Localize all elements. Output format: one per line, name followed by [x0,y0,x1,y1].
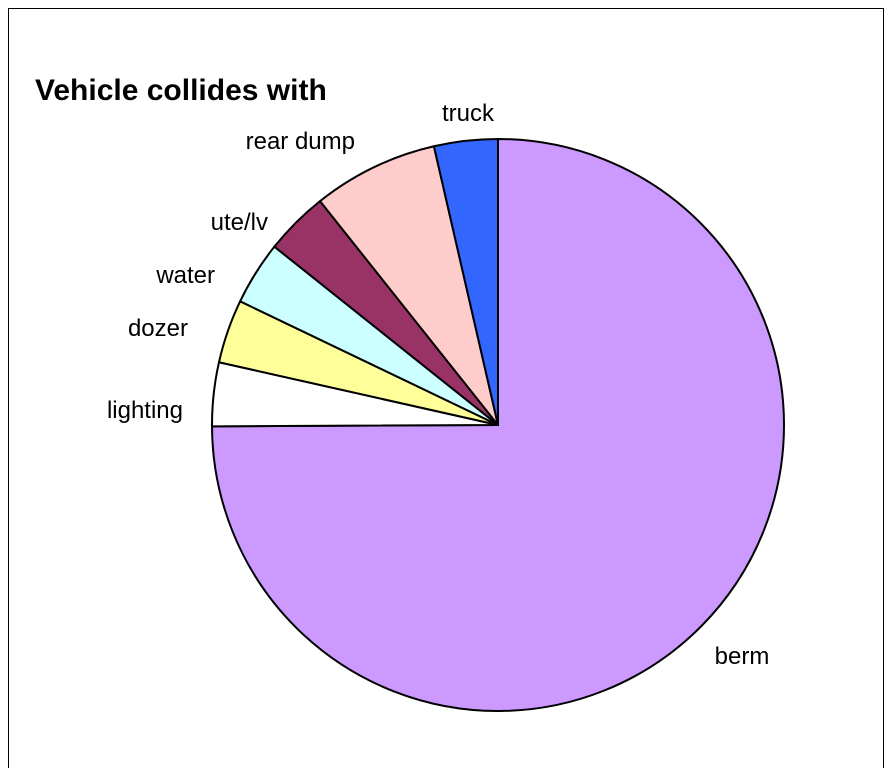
slice-label-truck: truck [442,100,495,127]
pie-slice-truck [432,138,499,426]
chart-title: Vehicle collides with [35,74,327,107]
pie-slice-rear-dump [319,145,499,426]
slice-label-berm: berm [715,643,770,670]
slice-label-lighting: lighting [107,397,183,424]
slice-label-ute-lv: ute/lv [211,209,268,236]
pie-slice-berm [211,138,785,712]
slice-label-water: water [155,262,215,289]
pie-slices [210,138,785,712]
pie-labels: berm lighting dozer water ute/lv rear dump tru… [107,100,769,670]
slice-label-dozer: dozer [128,315,188,342]
slice-label-rear-dump: rear dump [246,128,355,155]
